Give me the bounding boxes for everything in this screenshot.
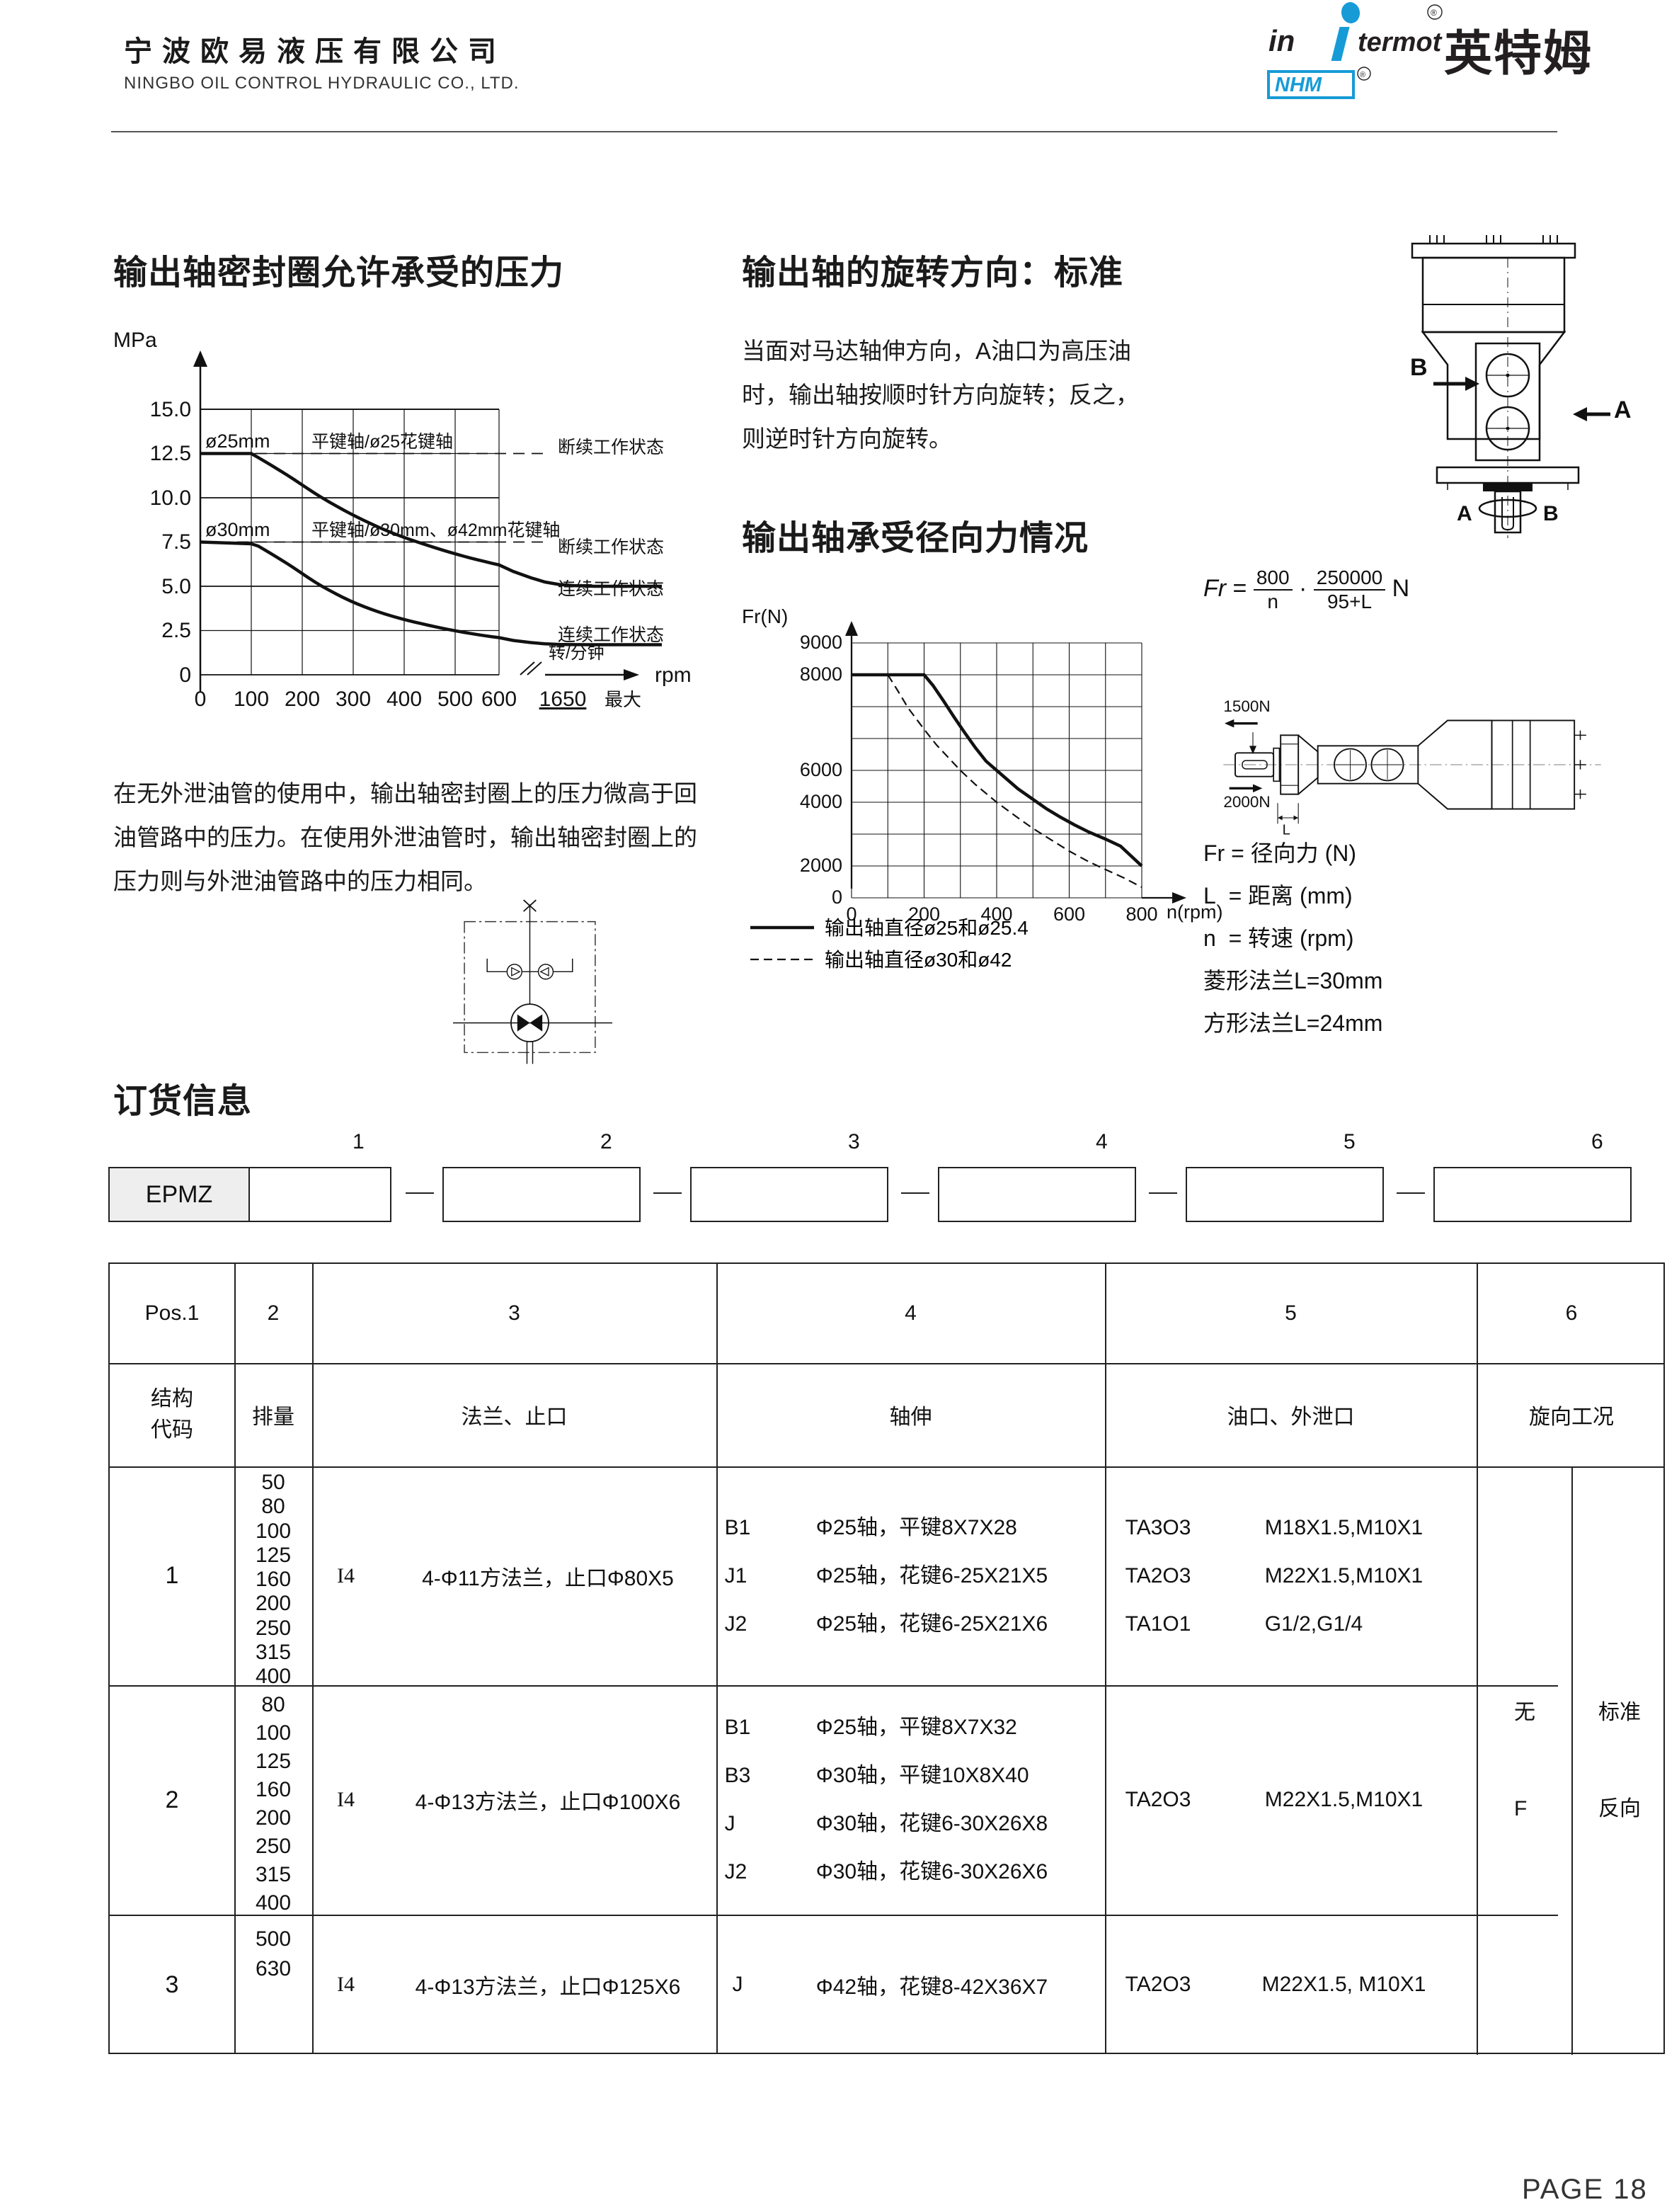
svg-text:®: ® bbox=[1360, 71, 1365, 79]
svg-text:2.5: 2.5 bbox=[161, 619, 191, 642]
svg-text:400: 400 bbox=[386, 688, 422, 711]
svg-text:9000: 9000 bbox=[800, 632, 842, 653]
svg-text:输出轴直径ø30和ø42: 输出轴直径ø30和ø42 bbox=[825, 949, 1012, 971]
svg-text:L: L bbox=[1283, 822, 1290, 838]
svg-text:转/分钟: 转/分钟 bbox=[549, 644, 605, 663]
svg-text:6000: 6000 bbox=[800, 759, 842, 780]
svg-text:500: 500 bbox=[437, 688, 473, 711]
svg-text:ø30mm: ø30mm bbox=[205, 519, 270, 540]
svg-text:8000: 8000 bbox=[800, 663, 842, 685]
svg-text:0: 0 bbox=[832, 886, 842, 908]
svg-text:2000: 2000 bbox=[800, 855, 842, 876]
svg-text:Fr(N): Fr(N) bbox=[742, 605, 788, 627]
svg-text:10.0: 10.0 bbox=[150, 486, 191, 510]
svg-text:100: 100 bbox=[234, 688, 269, 711]
svg-text:B: B bbox=[1543, 502, 1559, 525]
svg-text:连续工作状态: 连续工作状态 bbox=[558, 625, 664, 645]
svg-text:平键轴/ø30mm、ø42mm花键轴: 平键轴/ø30mm、ø42mm花键轴 bbox=[311, 520, 560, 540]
svg-text:A: A bbox=[1614, 397, 1632, 423]
svg-text:1650: 1650 bbox=[539, 688, 587, 711]
svg-text:断续工作状态: 断续工作状态 bbox=[558, 438, 664, 457]
svg-text:200: 200 bbox=[285, 688, 320, 711]
svg-text:4000: 4000 bbox=[800, 791, 842, 812]
svg-text:1500N: 1500N bbox=[1223, 697, 1270, 715]
svg-text:平键轴/ø25花键轴: 平键轴/ø25花键轴 bbox=[311, 432, 453, 452]
svg-text:5.0: 5.0 bbox=[161, 575, 191, 598]
svg-text:最大: 最大 bbox=[605, 689, 641, 710]
svg-text:300: 300 bbox=[336, 688, 371, 711]
svg-text:termot: termot bbox=[1358, 28, 1443, 57]
svg-text:rpm: rpm bbox=[655, 663, 692, 687]
svg-text:A: A bbox=[1457, 502, 1472, 525]
svg-text:7.5: 7.5 bbox=[161, 530, 191, 554]
svg-text:连续工作状态: 连续工作状态 bbox=[558, 579, 664, 599]
svg-text:®: ® bbox=[1431, 8, 1437, 18]
svg-text:2000N: 2000N bbox=[1223, 793, 1270, 811]
svg-text:输出轴直径ø25和ø25.4: 输出轴直径ø25和ø25.4 bbox=[825, 917, 1029, 939]
svg-text:0: 0 bbox=[195, 688, 207, 711]
svg-text:600: 600 bbox=[481, 688, 517, 711]
svg-text:B: B bbox=[1410, 354, 1428, 381]
svg-text:MPa: MPa bbox=[113, 329, 157, 352]
svg-text:15.0: 15.0 bbox=[150, 398, 191, 421]
svg-text:NHM: NHM bbox=[1275, 74, 1322, 96]
svg-text:断续工作状态: 断续工作状态 bbox=[558, 537, 664, 557]
svg-text:0: 0 bbox=[179, 663, 191, 687]
svg-text:ø25mm: ø25mm bbox=[205, 431, 270, 452]
svg-text:12.5: 12.5 bbox=[150, 442, 191, 465]
svg-text:in: in bbox=[1268, 24, 1295, 57]
